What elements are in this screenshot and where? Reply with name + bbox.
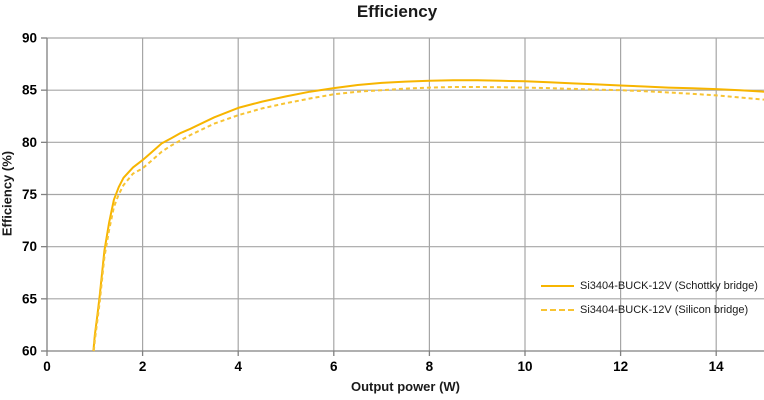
series-schottky-line xyxy=(92,79,764,352)
y-tick-label: 75 xyxy=(22,187,38,202)
y-tick-label: 65 xyxy=(22,291,38,306)
legend-item-schottky: Si3404-BUCK-12V (Schottky bridge) xyxy=(541,277,758,295)
y-axis-title: Efficiency (%) xyxy=(0,150,15,237)
series-silicon-line xyxy=(92,86,764,352)
x-tick-label: 2 xyxy=(139,359,147,374)
y-tick-label: 85 xyxy=(22,83,38,98)
x-tick-label: 10 xyxy=(517,359,532,374)
legend: Si3404-BUCK-12V (Schottky bridge) Si3404… xyxy=(541,277,758,325)
x-tick-label: 0 xyxy=(43,359,51,374)
silicon-line-swatch xyxy=(541,309,574,311)
x-tick-label: 8 xyxy=(426,359,434,374)
y-tick-label: 70 xyxy=(22,239,37,254)
legend-label-silicon: Si3404-BUCK-12V (Silicon bridge) xyxy=(580,304,749,316)
y-tick-label: 80 xyxy=(22,135,37,150)
x-tick-label: 12 xyxy=(613,359,628,374)
schottky-line-swatch xyxy=(541,285,574,287)
legend-label-schottky: Si3404-BUCK-12V (Schottky bridge) xyxy=(580,280,758,292)
y-tick-label: 90 xyxy=(22,31,37,46)
y-tick-label: 60 xyxy=(22,344,37,359)
x-axis-title: Output power (W) xyxy=(350,379,461,394)
x-tick-label: 6 xyxy=(330,359,338,374)
legend-item-silicon: Si3404-BUCK-12V (Silicon bridge) xyxy=(541,301,758,319)
chart-title: Efficiency xyxy=(356,2,438,21)
x-tick-label: 4 xyxy=(234,359,242,374)
x-tick-label: 14 xyxy=(709,359,725,374)
